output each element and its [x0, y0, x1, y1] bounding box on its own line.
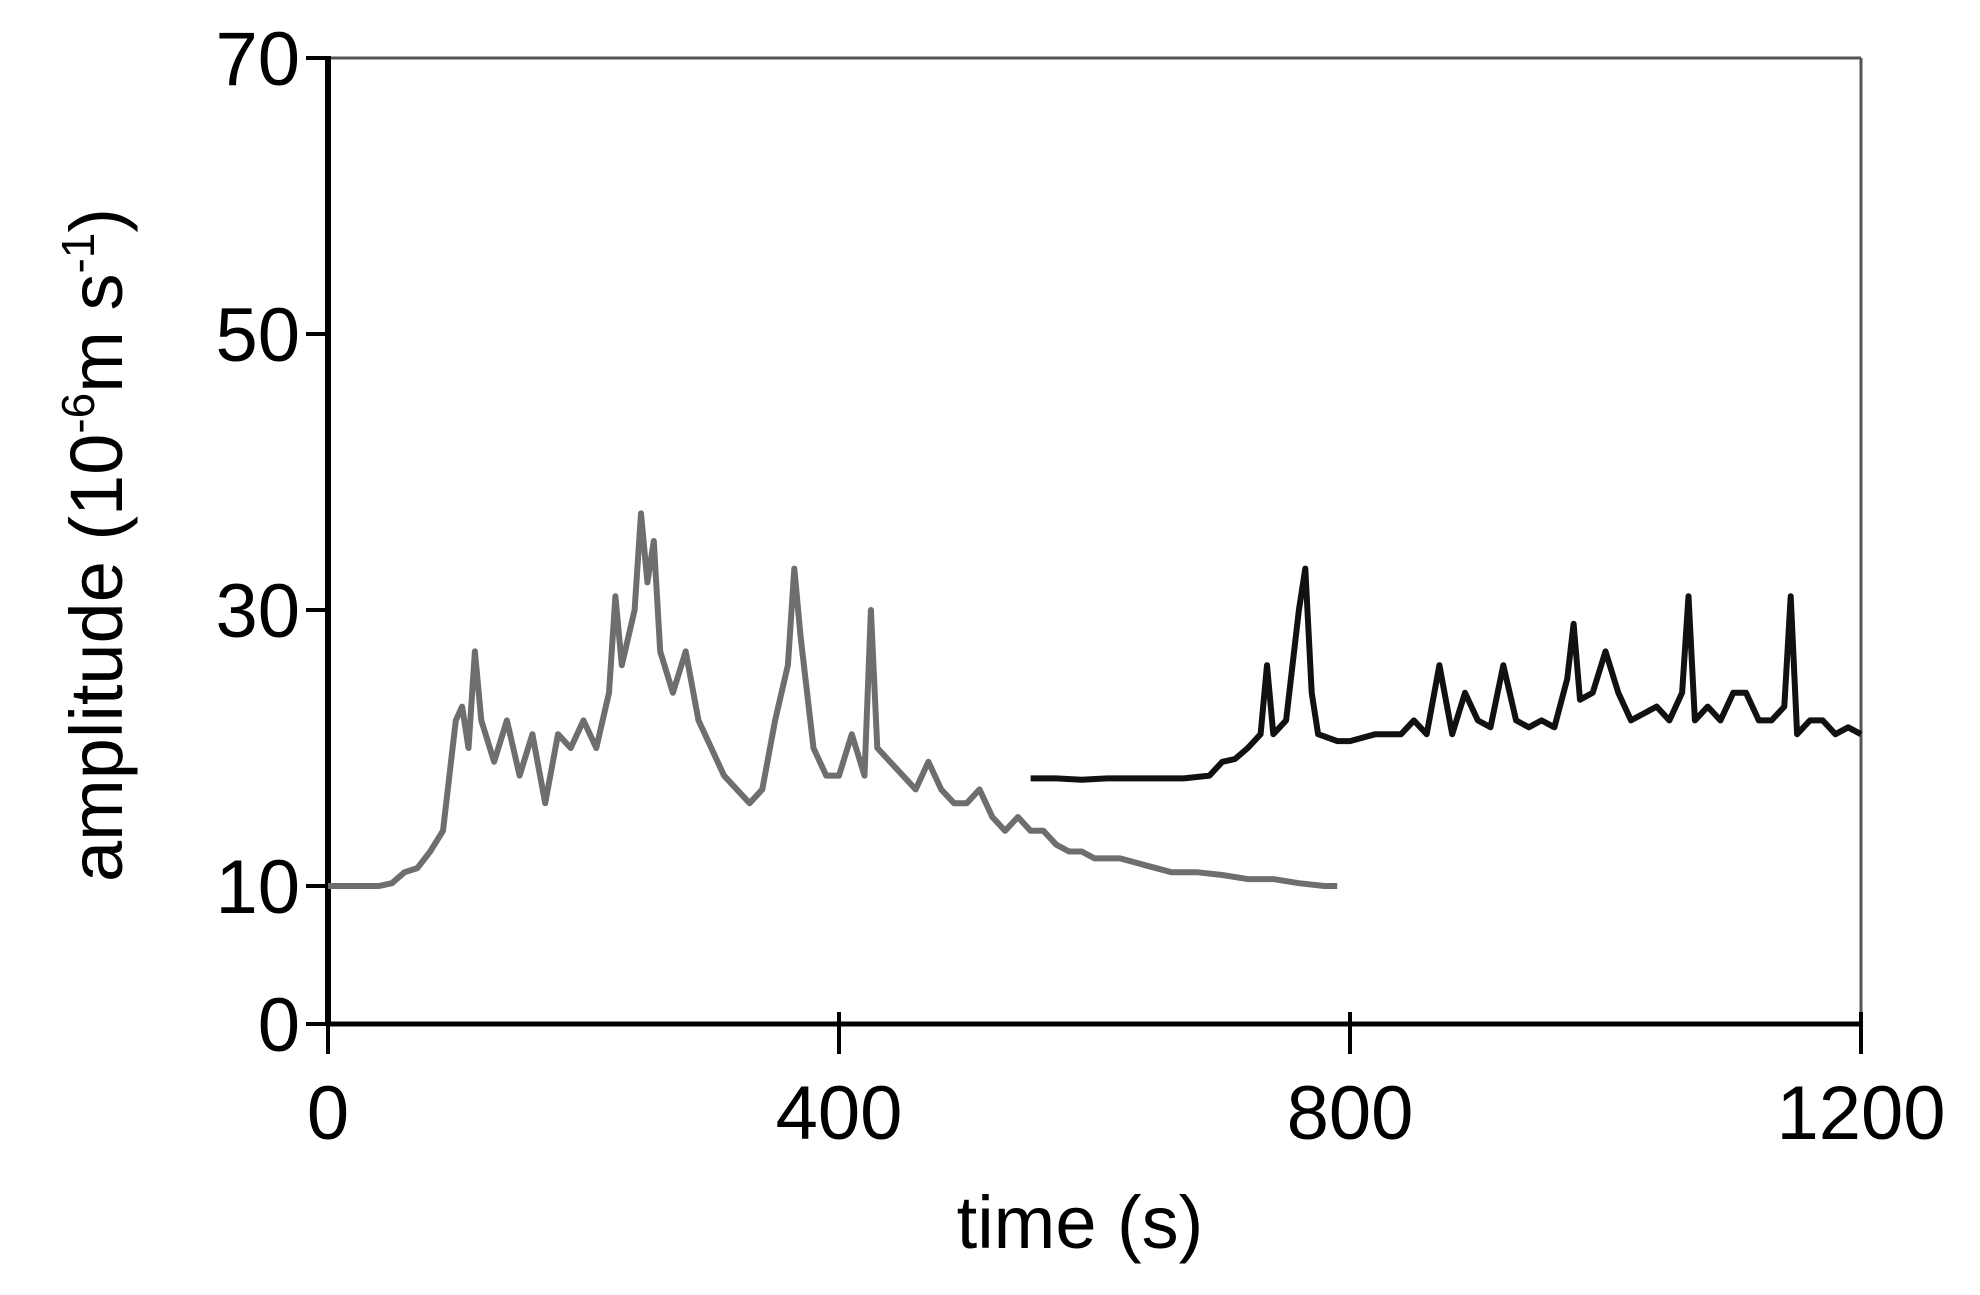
data-line — [328, 510, 1338, 889]
x-tick-label: 400 — [776, 1071, 903, 1156]
y-tick-label: 30 — [215, 569, 300, 654]
data-line — [1030, 565, 1863, 783]
y-axis-label-part: m s — [55, 274, 138, 393]
x-tick-label: 1200 — [1776, 1071, 1945, 1156]
y-tick-label: 70 — [215, 17, 300, 102]
x-tick-label: 0 — [307, 1071, 349, 1156]
x-tick-label: 800 — [1287, 1071, 1414, 1156]
y-axis-label-part: amplitude (10 — [55, 434, 138, 882]
x-axis-label: time (s) — [957, 1181, 1204, 1264]
y-axis-label-superscript: -1 — [52, 233, 104, 274]
y-tick-label: 50 — [215, 293, 300, 378]
y-axis-label-superscript: -6 — [52, 393, 104, 434]
y-axis-label: amplitude (10-6m s-1) — [52, 208, 138, 882]
y-tick-label: 0 — [258, 983, 300, 1068]
y-axis-label-part: ) — [55, 208, 138, 233]
y-tick-label: 10 — [215, 845, 300, 930]
